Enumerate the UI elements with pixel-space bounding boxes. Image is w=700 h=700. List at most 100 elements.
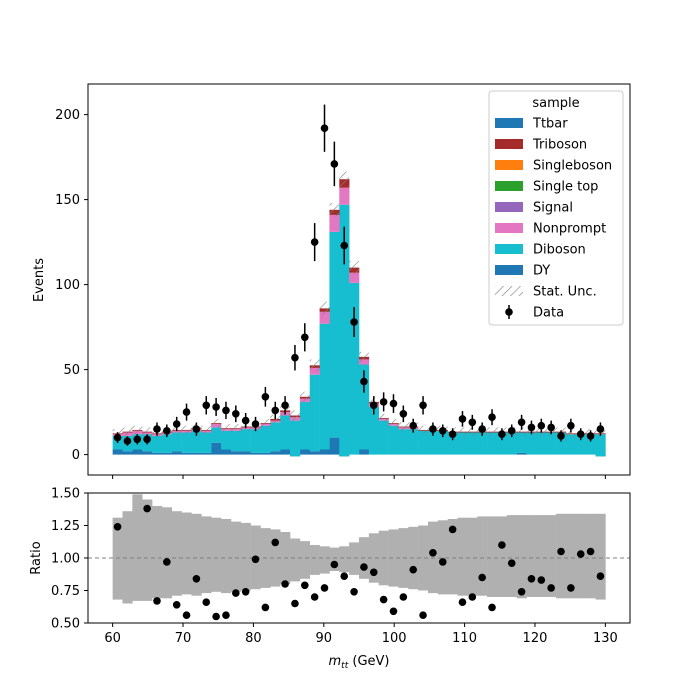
ratio-point [409, 565, 418, 574]
data-point [113, 433, 122, 442]
bar [270, 422, 281, 452]
x-axis-label-subscript: tt [341, 661, 349, 671]
stat-unc-band [319, 301, 330, 316]
legend-label: Singleboson [533, 159, 612, 174]
data-point [301, 333, 309, 342]
stat-unc-band [359, 351, 369, 362]
data-point [291, 353, 299, 362]
ratio-panel: 0.50 0.75 1.00 1.25 1.50 60 70 80 90 100 110 120 13… [29, 487, 631, 671]
ratio-point [251, 555, 260, 564]
ratio-point [172, 601, 181, 609]
bar [211, 442, 222, 455]
x-tick-label: 100 [382, 631, 407, 646]
ratio-band-bin [487, 516, 498, 597]
ratio-band-bin [211, 517, 222, 592]
bar [457, 432, 468, 455]
bar [349, 282, 360, 455]
legend-swatch [495, 265, 523, 275]
data-point [498, 430, 506, 439]
legend-label: DY [533, 264, 550, 279]
bar [595, 434, 606, 457]
stat-unc-band [230, 424, 241, 433]
bar [319, 323, 330, 450]
ratio-band-bin [339, 546, 350, 573]
x-tick-label: 110 [452, 631, 477, 646]
data-point [340, 241, 349, 250]
ratio-point [192, 575, 201, 583]
ratio-band-bin [270, 529, 281, 587]
legend-swatch [495, 244, 523, 254]
ratio-band-bin [329, 547, 340, 571]
data-point [212, 403, 220, 411]
ratio-point [212, 612, 220, 621]
bar [359, 364, 370, 450]
stat-unc-band [388, 418, 399, 428]
bar [280, 415, 291, 450]
data-point [429, 425, 437, 433]
ratio-point [261, 603, 270, 612]
y-tick-label: 1.00 [51, 552, 80, 567]
ratio-point [498, 541, 506, 549]
ratio-band-bin [230, 521, 242, 592]
ratio-band-bin [152, 506, 163, 599]
ratio-band-bin [191, 513, 202, 596]
ratio-point [271, 538, 280, 547]
bar [487, 432, 498, 455]
bar [359, 449, 370, 455]
data-point [172, 420, 181, 428]
ratio-point [567, 584, 575, 592]
legend-label: Diboson [533, 243, 586, 258]
stat-unc-band [378, 413, 389, 423]
ratio-point [163, 558, 171, 566]
data-point [271, 406, 280, 415]
bar [349, 272, 360, 283]
data-point [251, 420, 260, 428]
bar [112, 449, 123, 455]
data-point [153, 425, 161, 433]
ratio-band-bin [171, 511, 182, 596]
y-tick-label: 0.50 [51, 617, 80, 632]
ratio-point [468, 593, 477, 601]
data-points [113, 104, 605, 446]
bar [221, 449, 232, 455]
stack-dy [112, 437, 606, 457]
legend-items: Ttbar Triboson Singleboson Single top Signal… [495, 117, 612, 321]
bar [181, 452, 192, 455]
bar [496, 432, 508, 455]
stat-unc-band [201, 425, 212, 435]
y-tick-label: 0 [72, 448, 80, 463]
ratio-point [596, 572, 605, 580]
data-point [192, 425, 201, 433]
ratio-point [557, 547, 565, 556]
data-point [596, 425, 605, 433]
bar [398, 429, 409, 455]
bar [161, 452, 173, 455]
ratio-band-bin [477, 516, 488, 596]
legend-label: Nonprompt [533, 222, 606, 237]
ratio-band-bin [221, 519, 232, 594]
x-tick-label: 60 [104, 631, 121, 646]
bar [368, 407, 380, 455]
bar [152, 452, 163, 455]
ratio-point [340, 572, 349, 580]
ratio-band-bin [122, 511, 133, 604]
stat-unc-band [132, 425, 143, 435]
stat-unc-band [290, 410, 300, 421]
ratio-band-bin [506, 515, 517, 597]
legend-label: Data [533, 306, 564, 321]
stat-unc-band [349, 260, 359, 275]
bar [230, 451, 242, 455]
ratio-band-bin [349, 542, 360, 575]
data-point [320, 124, 329, 132]
bar [240, 429, 251, 452]
ratio-point [369, 568, 378, 577]
data-point [468, 418, 477, 427]
bar [171, 451, 182, 455]
stat-unc-band [299, 391, 310, 402]
ratio-point [281, 580, 289, 588]
bar [211, 427, 222, 443]
bar [329, 214, 340, 232]
ratio-band-bin [201, 516, 212, 594]
bar [477, 432, 488, 455]
